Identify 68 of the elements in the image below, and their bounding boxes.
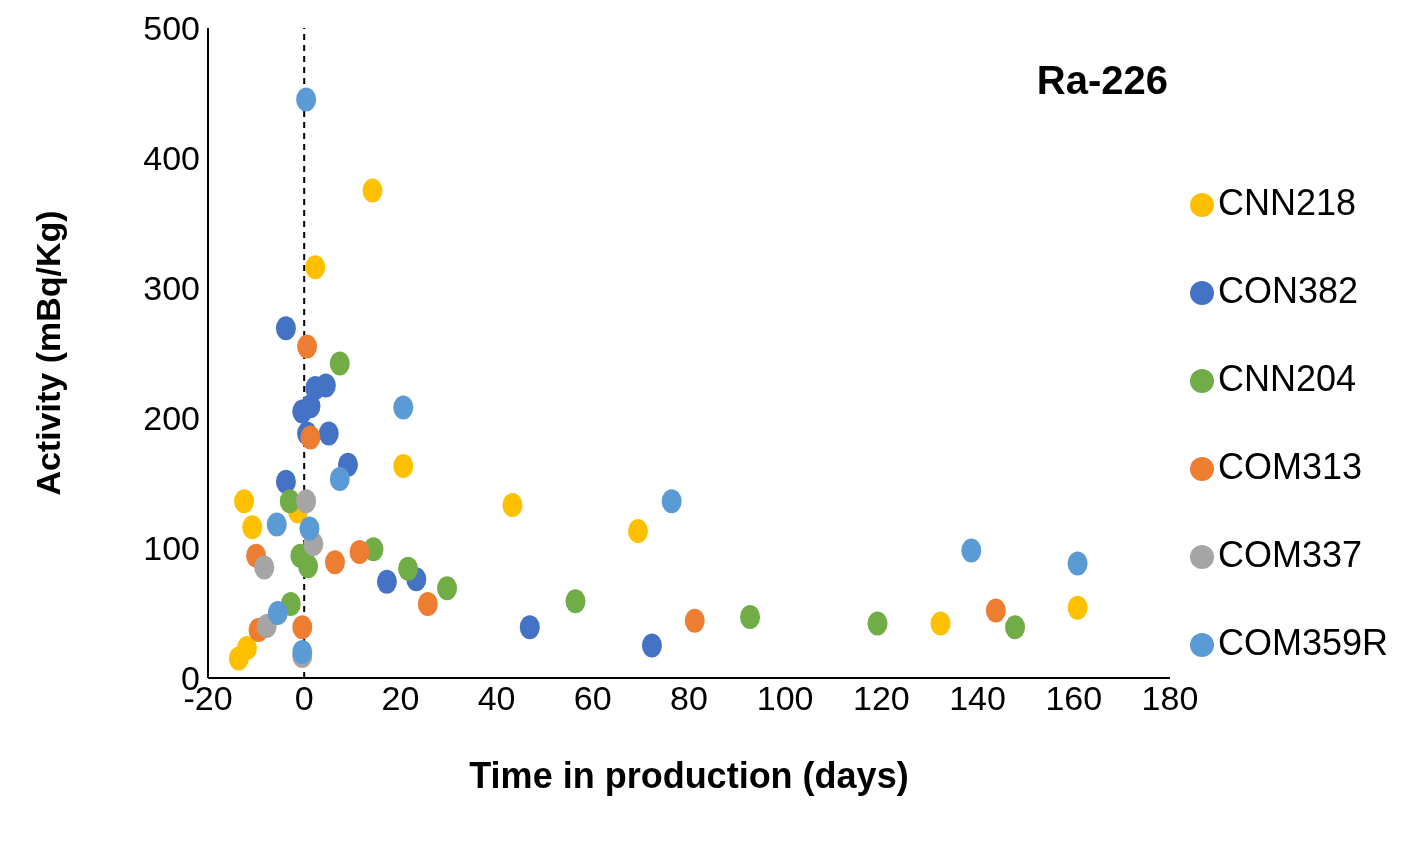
- point: [305, 255, 326, 280]
- point: [1067, 595, 1088, 620]
- point: [275, 316, 296, 341]
- point: [267, 601, 288, 625]
- point: [318, 421, 339, 446]
- point: [236, 636, 257, 661]
- point: [565, 589, 586, 614]
- y-tick-label: 300: [143, 269, 200, 308]
- point: [1067, 551, 1088, 576]
- point: [299, 516, 320, 541]
- point: [985, 598, 1006, 623]
- point: [329, 467, 350, 492]
- point: [961, 538, 982, 563]
- point: [437, 576, 458, 601]
- point: [867, 611, 888, 636]
- point: [417, 591, 438, 616]
- point: [661, 489, 682, 514]
- y-tick-label: 400: [143, 139, 200, 178]
- point: [234, 489, 255, 514]
- x-tick-label: 20: [381, 679, 420, 718]
- point: [393, 395, 414, 420]
- legend-label: CON382: [1217, 270, 1358, 311]
- point: [930, 611, 951, 636]
- x-axis-title: Time in production (days): [469, 755, 909, 796]
- legend-label: CNN218: [1217, 182, 1356, 223]
- legend-label: CNN204: [1217, 358, 1356, 399]
- point: [740, 604, 761, 629]
- y-tick-label: 500: [143, 9, 200, 48]
- point: [641, 633, 662, 658]
- point: [296, 489, 317, 514]
- point: [279, 489, 300, 514]
- x-tick-label: 140: [949, 679, 1006, 718]
- point: [292, 615, 313, 640]
- point: [398, 556, 419, 581]
- point: [329, 351, 350, 376]
- point: [254, 555, 275, 580]
- annotation: Ra-226: [1035, 58, 1168, 103]
- point: [242, 515, 263, 540]
- legend-label: COM313: [1217, 446, 1362, 487]
- x-tick-label: 60: [573, 679, 612, 718]
- point: [298, 554, 319, 579]
- point: [296, 87, 317, 112]
- point: [1005, 615, 1026, 640]
- x-tick-label: 80: [670, 679, 708, 718]
- point: [266, 512, 287, 537]
- point: [519, 615, 540, 640]
- x-tick-label: 0: [294, 679, 314, 718]
- point: [297, 334, 318, 359]
- point: [292, 399, 313, 424]
- point: [393, 454, 414, 479]
- point: [627, 519, 648, 544]
- point: [376, 569, 397, 594]
- y-tick-label: 200: [143, 399, 200, 438]
- x-tick-label: 120: [852, 679, 910, 718]
- x-tick-label: 180: [1141, 679, 1199, 718]
- x-tick-label: 100: [756, 679, 814, 718]
- point: [349, 539, 370, 564]
- x-tick-label: 40: [477, 679, 516, 718]
- point: [324, 550, 345, 575]
- y-tick-label: 100: [143, 529, 200, 568]
- legend-label: COM359R: [1217, 622, 1388, 663]
- legend-label: COM337: [1217, 534, 1362, 575]
- point: [362, 178, 383, 203]
- point: [275, 469, 296, 494]
- point: [502, 493, 523, 518]
- y-axis-title: Activity (mBq/Kg): [29, 210, 68, 496]
- x-tick-label: 160: [1045, 679, 1103, 718]
- point: [684, 608, 705, 633]
